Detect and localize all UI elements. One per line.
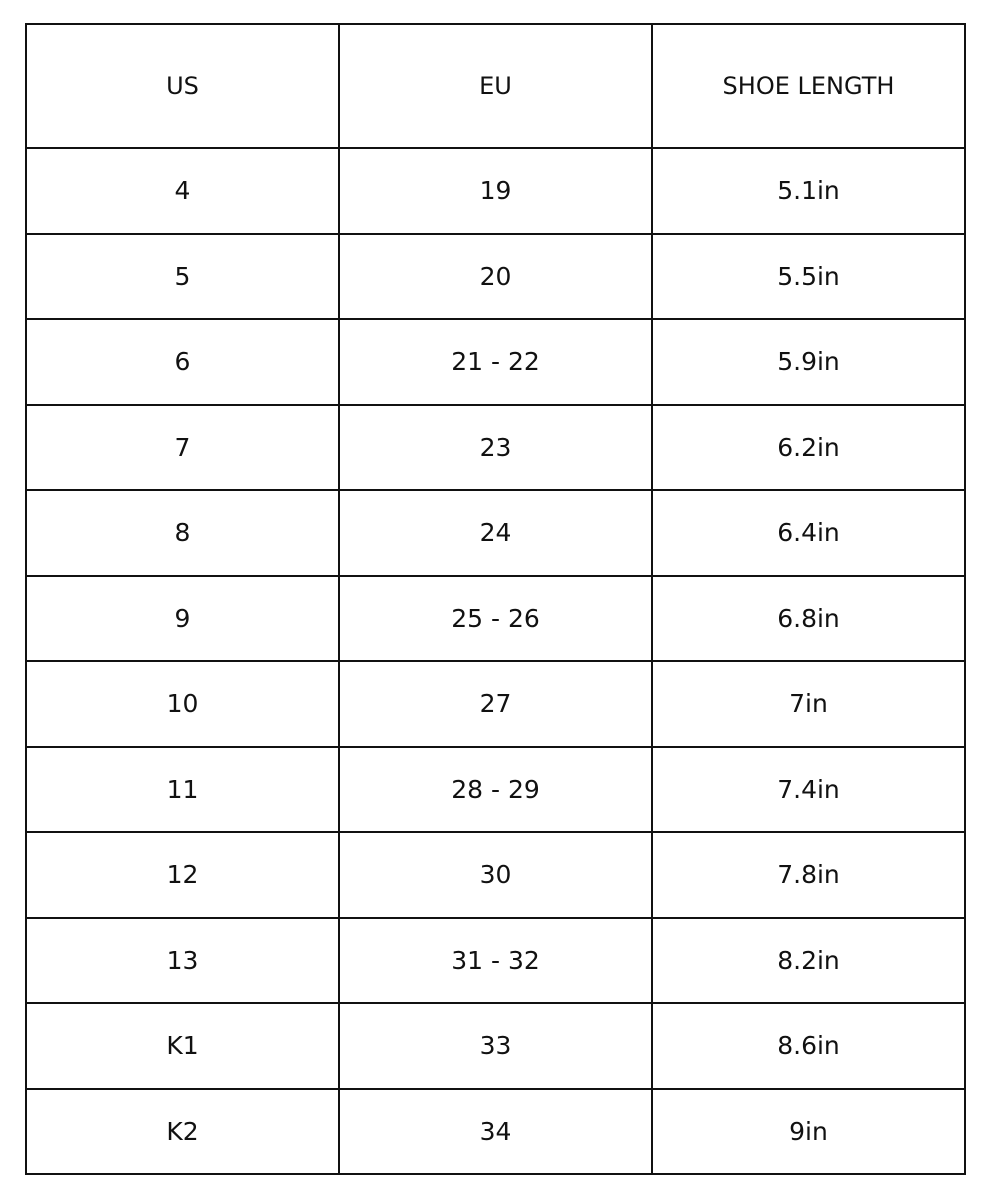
table-cell: 6.2in [651, 403, 966, 491]
table-row: 12 30 7.8in [25, 831, 966, 919]
table-cell: 5.9in [651, 318, 966, 406]
header-cell: SHOE LENGTH [651, 23, 966, 149]
table-cell: 27 [338, 660, 653, 748]
table-row: 13 31 - 32 8.2in [25, 916, 966, 1004]
table-cell: 5.1in [651, 147, 966, 235]
table-cell: 9 [25, 574, 340, 662]
table-cell: 23 [338, 403, 653, 491]
table-row: 11 28 - 29 7.4in [25, 745, 966, 833]
table-cell: 6.4in [651, 489, 966, 577]
table-cell: 8 [25, 489, 340, 577]
table-cell: 8.2in [651, 916, 966, 1004]
table-cell: 6 [25, 318, 340, 406]
table-row: 7 23 6.2in [25, 403, 966, 491]
table-cell: 12 [25, 831, 340, 919]
table-cell: 31 - 32 [338, 916, 653, 1004]
table-cell: K2 [25, 1087, 340, 1175]
header-row: US EU SHOE LENGTH [25, 23, 966, 149]
table-cell: 20 [338, 232, 653, 320]
table-cell: 4 [25, 147, 340, 235]
table-body: 4 19 5.1in 5 20 5.5in 6 21 - 22 5.9in 7 23 6.2in 8 24… [25, 147, 966, 1175]
table-cell: 5 [25, 232, 340, 320]
table-row: 10 27 7in [25, 660, 966, 748]
table-cell: 30 [338, 831, 653, 919]
table-cell: K1 [25, 1002, 340, 1090]
header-cell: EU [338, 23, 653, 149]
table-row: 5 20 5.5in [25, 232, 966, 320]
table-cell: 8.6in [651, 1002, 966, 1090]
size-table: US EU SHOE LENGTH 4 19 5.1in 5 20 5.5in 6 21 - 22… [25, 23, 966, 1175]
table-row: 9 25 - 26 6.8in [25, 574, 966, 662]
table-row: K1 33 8.6in [25, 1002, 966, 1090]
table-cell: 24 [338, 489, 653, 577]
table-cell: 6.8in [651, 574, 966, 662]
header-cell: US [25, 23, 340, 149]
table-cell: 33 [338, 1002, 653, 1090]
table-row: 4 19 5.1in [25, 147, 966, 235]
table-cell: 34 [338, 1087, 653, 1175]
table-cell: 7.4in [651, 745, 966, 833]
table-cell: 7 [25, 403, 340, 491]
table-cell: 7in [651, 660, 966, 748]
table-cell: 5.5in [651, 232, 966, 320]
table-row: K2 34 9in [25, 1087, 966, 1175]
table-cell: 13 [25, 916, 340, 1004]
table-cell: 28 - 29 [338, 745, 653, 833]
table-head: US EU SHOE LENGTH [25, 23, 966, 149]
table-row: 8 24 6.4in [25, 489, 966, 577]
table-cell: 21 - 22 [338, 318, 653, 406]
table-row: 6 21 - 22 5.9in [25, 318, 966, 406]
table-cell: 7.8in [651, 831, 966, 919]
table-cell: 11 [25, 745, 340, 833]
table-cell: 19 [338, 147, 653, 235]
table-cell: 25 - 26 [338, 574, 653, 662]
table-cell: 10 [25, 660, 340, 748]
table-cell: 9in [651, 1087, 966, 1175]
